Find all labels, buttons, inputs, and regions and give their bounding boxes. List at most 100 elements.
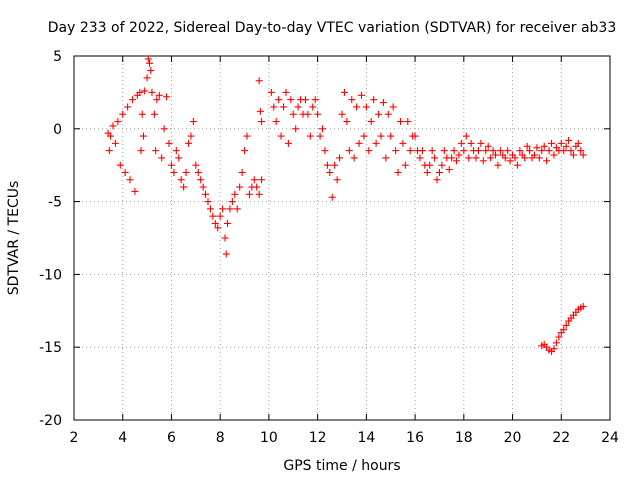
data-point [565,136,573,144]
data-point [158,154,166,162]
data-point [189,118,197,126]
data-point [255,190,263,198]
data-point [506,157,514,165]
data-point [119,110,127,118]
y-tick-label: 5 [53,49,62,65]
data-point [340,88,348,96]
data-point [111,139,119,147]
x-tick-label: 16 [406,430,424,446]
data-point [163,93,171,101]
data-point [455,151,463,159]
data-point [272,118,280,126]
data-point [177,176,185,184]
data-point [538,147,546,155]
data-point [560,326,568,334]
data-point [533,144,541,152]
y-tick-labels: 5 0 -5 -10 -15 -20 [39,49,62,429]
data-point [360,132,368,140]
data-point [258,118,266,126]
data-point [530,151,538,159]
data-point [482,147,490,155]
data-point [292,125,300,133]
data-point [321,147,329,155]
data-point [579,302,587,310]
data-point [231,190,239,198]
data-point [418,147,426,155]
data-point [243,132,251,140]
data-point [392,147,400,155]
data-point [301,96,309,104]
data-point [241,147,249,155]
data-point [214,224,222,232]
data-point [136,88,144,96]
data-point [165,139,173,147]
data-point [236,183,244,191]
axis-ticks [73,55,611,421]
data-point [577,147,585,155]
y-axis-label: SDTVAR / TECUs [6,181,22,296]
data-point [367,118,375,126]
data-point [255,77,263,85]
x-axis-label: GPS time / hours [283,458,400,474]
x-tick-label: 24 [601,430,619,446]
data-point [384,110,392,118]
data-point [457,139,465,147]
data-point [428,147,436,155]
data-point [370,96,378,104]
data-point [160,125,168,133]
data-point [180,183,188,191]
data-point [357,91,365,99]
x-tick-label: 4 [118,430,127,446]
data-point [562,142,570,150]
data-point [567,147,575,155]
x-tick-label: 8 [216,430,225,446]
data-point [552,339,560,347]
data-point [569,151,577,159]
data-point [202,190,210,198]
data-point [496,147,504,155]
data-point [579,151,587,159]
data-point [574,139,582,147]
data-point [365,147,373,155]
data-point [256,107,264,115]
data-point [138,110,146,118]
data-point [287,96,295,104]
plot-frame [73,55,611,421]
data-point [126,176,134,184]
y-tick-label: -10 [39,267,62,283]
data-point [426,161,434,169]
x-tick-label: 2 [70,430,79,446]
data-point [394,168,402,176]
data-point [233,205,241,213]
data-point [474,147,482,155]
data-point [377,132,385,140]
data-point [150,110,158,118]
data-point [501,154,509,162]
data-point [211,219,219,227]
data-point [238,168,246,176]
data-point [484,142,492,150]
data-point [277,132,285,140]
data-point [389,103,397,111]
data-point [216,212,224,220]
data-point [513,161,521,169]
data-point [560,147,568,155]
data-point [479,157,487,165]
x-tick-label: 22 [552,430,570,446]
data-point [289,110,297,118]
data-point [375,110,383,118]
data-point [139,132,147,140]
data-point [440,147,448,155]
data-point [294,103,302,111]
data-point [489,147,497,155]
data-point [245,190,253,198]
data-point [155,91,163,99]
data-point [416,154,424,162]
data-point [467,139,475,147]
data-point [152,147,160,155]
y-tick-label: 0 [53,122,62,138]
data-point [258,176,266,184]
data-point [396,118,404,126]
data-point [555,333,563,341]
